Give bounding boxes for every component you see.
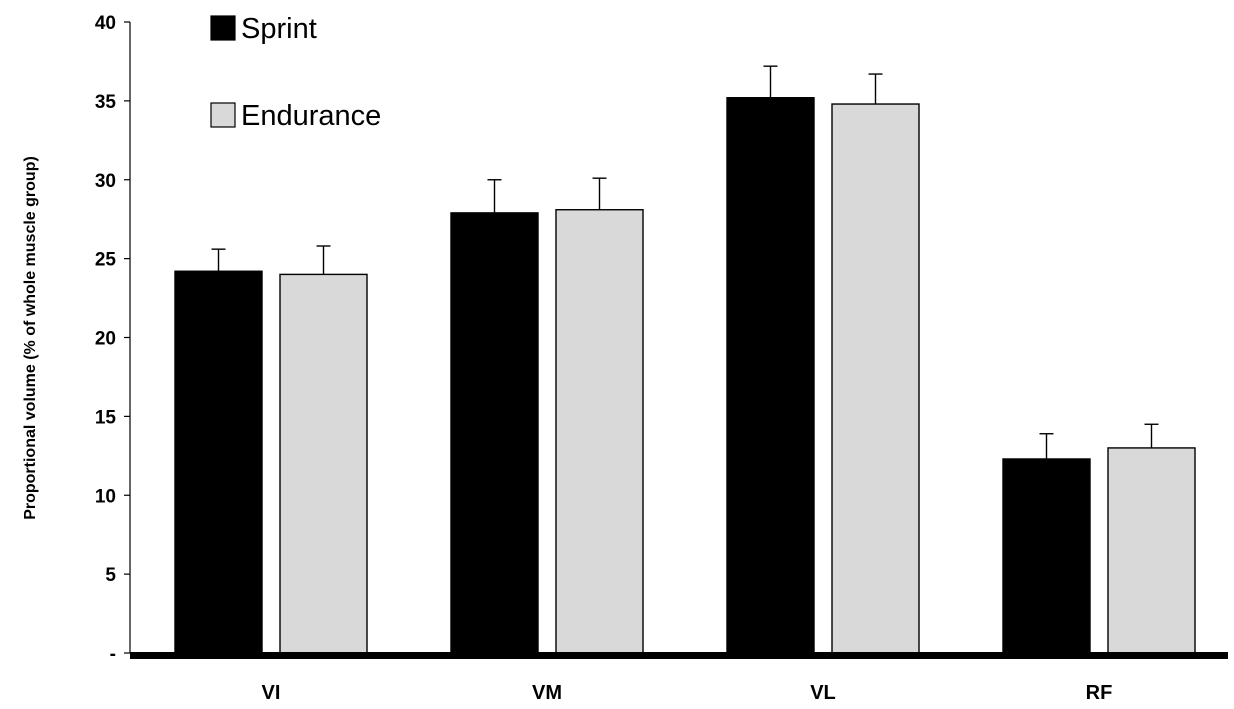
bar-sprint-vl [726,97,815,654]
bar-sprint-rf [1002,458,1091,654]
legend-swatch-endurance [210,102,236,128]
y-tick-label: 35 [95,92,117,113]
bar-endurance-vl [831,103,920,654]
y-tick-label: 40 [95,13,116,34]
x-axis-line [130,652,1228,659]
y-tick-label: - [110,644,116,665]
x-axis: VI VM VL RF [130,652,1228,704]
legend-label-sprint: Sprint [241,13,317,45]
legend-swatch-sprint [210,15,236,41]
bar-endurance-rf [1107,447,1196,654]
legend-label-endurance: Endurance [241,100,381,132]
y-axis-title: Proportional volume (% of whole muscle g… [22,156,39,520]
y-tick-label: 10 [95,486,116,507]
x-category-label: VI [262,682,281,704]
bars [174,65,1196,654]
y-tick-label: 5 [105,565,116,586]
x-category-label: VL [810,682,836,704]
bar-sprint-vm [450,212,539,654]
y-tick-label: 20 [95,329,116,350]
x-category-label: RF [1086,682,1113,704]
legend: Sprint Endurance [210,13,381,132]
y-tick-label: 15 [95,407,117,428]
y-tick-label: 30 [95,171,116,192]
bar-endurance-vi [279,273,368,654]
x-category-label: VM [532,682,562,704]
bar-endurance-vm [555,209,644,654]
y-tick-label: 25 [95,250,117,271]
bar-sprint-vi [174,270,263,654]
y-axis: - 5 10 15 20 25 30 35 40 [95,13,131,665]
